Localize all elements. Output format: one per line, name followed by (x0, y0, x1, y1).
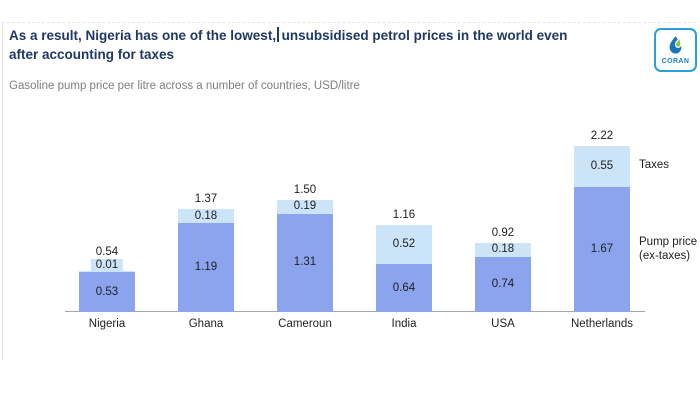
taxes-segment-netherlands (574, 145, 630, 187)
category-label-ghana: Ghana (188, 318, 224, 330)
taxes-segment-cameroun (277, 199, 333, 214)
x-axis-line (65, 311, 645, 312)
slide-title[interactable]: As a result, Nigeria has one of the lowe… (9, 26, 639, 64)
legend-taxes-label: Taxes (639, 159, 670, 172)
pump-price-value-ghana: 1.19 (194, 260, 218, 273)
bar-group-nigeria: 0.53 0.01 0.54 (79, 241, 135, 312)
logo-text: CORAN (661, 57, 690, 65)
title-text-before-caret: As a result, Nigeria has one of the lowe… (9, 28, 277, 43)
pump-price-segment-cameroun (277, 213, 333, 312)
bar-group-cameroun: 1.31 0.19 1.50 (277, 169, 333, 312)
pump-price-segment-usa (475, 256, 531, 312)
category-label-cameroun: Cameroun (278, 318, 332, 330)
taxes-segment-nigeria (79, 271, 135, 273)
category-label-nigeria: Nigeria (88, 318, 126, 330)
taxes-value-usa: 0.18 (491, 243, 515, 256)
pump-price-value-india: 0.64 (392, 281, 416, 294)
pump-price-segment-ghana (178, 222, 234, 312)
taxes-value-india: 0.52 (392, 238, 416, 250)
total-value-netherlands: 2.22 (590, 129, 614, 142)
title-line2: after accounting for taxes (9, 47, 175, 62)
category-label-usa: USA (491, 318, 515, 330)
slide-top-border (2, 22, 696, 23)
bar-group-india: 0.64 0.52 1.16 (376, 195, 432, 312)
total-value-india: 1.16 (392, 209, 416, 221)
title-text-after-caret: unsubsidised petrol prices in the world … (281, 28, 568, 43)
bar-group-netherlands: 1.67 0.55 2.22 (574, 115, 630, 312)
flame-drop-icon (669, 35, 682, 54)
taxes-segment-usa (475, 243, 531, 257)
pump-price-value-usa: 0.74 (491, 277, 515, 290)
taxes-segment-india (376, 225, 432, 264)
pump-price-segment-india (376, 264, 432, 312)
coran-logo[interactable]: CORAN (654, 28, 697, 72)
taxes-segment-ghana (178, 209, 234, 223)
total-value-ghana: 1.37 (194, 193, 218, 206)
bar-group-ghana: 1.19 0.18 1.37 (178, 179, 234, 312)
legend-pump-price-label: Pump price (ex-taxes) (639, 236, 697, 263)
bar-group-usa: 0.74 0.18 0.92 (475, 213, 531, 312)
legend-pump-price-line2: (ex-taxes) (639, 249, 691, 262)
total-value-nigeria: 0.54 (95, 245, 119, 258)
pump-price-segment-netherlands (574, 186, 630, 312)
taxes-value-netherlands: 0.55 (590, 159, 614, 172)
category-label-netherlands: Netherlands (570, 318, 633, 330)
pump-price-value-cameroun: 1.31 (293, 256, 317, 269)
total-value-cameroun: 1.50 (293, 183, 317, 196)
pump-price-value-nigeria: 0.53 (95, 285, 119, 298)
pump-price-value-netherlands: 1.67 (590, 242, 614, 255)
chart-subtitle[interactable]: Gasoline pump price per litre across a n… (9, 80, 360, 92)
category-label-india: India (391, 318, 417, 330)
text-cursor (277, 27, 279, 42)
slide-left-border (2, 22, 3, 360)
taxes-value-ghana: 0.18 (194, 209, 218, 222)
taxes-value-cameroun: 0.19 (293, 200, 317, 213)
total-value-usa: 0.92 (491, 227, 515, 239)
pump-price-segment-nigeria (79, 272, 135, 312)
legend-pump-price-line1: Pump price (639, 236, 698, 249)
taxes-value-nigeria: 0.01 (90, 258, 124, 272)
